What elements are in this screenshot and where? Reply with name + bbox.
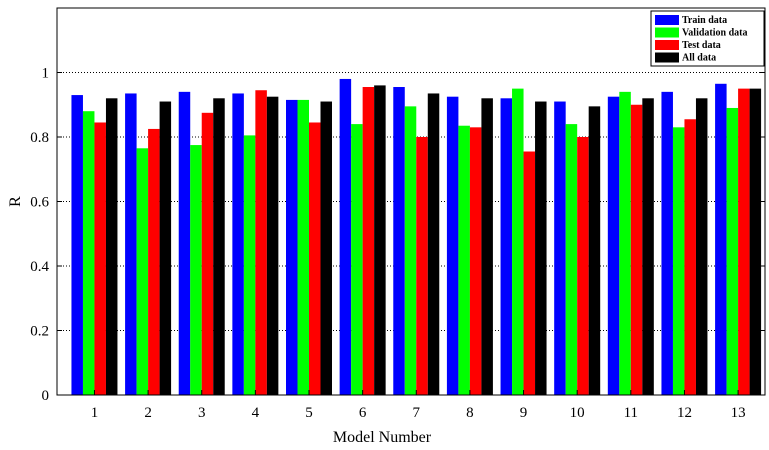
x-tick-label: 5 xyxy=(305,405,313,421)
x-tick-label: 13 xyxy=(731,405,746,421)
bar-all-data xyxy=(588,106,601,396)
bar-test-data xyxy=(416,137,428,395)
bar-all-data xyxy=(105,98,118,396)
legend-entry: All data xyxy=(682,53,716,64)
x-tick-label: 3 xyxy=(198,405,206,421)
bar-validation-data xyxy=(136,148,149,395)
bar-all-data xyxy=(535,101,547,396)
x-tick-label: 12 xyxy=(677,405,692,421)
bar-validation-data xyxy=(297,99,309,395)
bar-train-data xyxy=(178,91,191,395)
bar-test-data xyxy=(469,127,482,395)
x-tick-label: 2 xyxy=(144,405,152,421)
bar-train-data xyxy=(554,101,566,396)
bar-validation-data xyxy=(512,88,524,395)
bar-test-data xyxy=(362,87,375,395)
bar-train-data xyxy=(446,96,459,395)
legend-swatch xyxy=(655,52,679,63)
bar-test-data xyxy=(630,104,643,395)
legend-entry: Test data xyxy=(682,40,721,51)
x-tick-label: 1 xyxy=(91,405,99,421)
bar-all-data xyxy=(320,101,332,396)
bar-train-data xyxy=(286,99,298,395)
bar-test-data xyxy=(523,151,536,395)
x-tick-label: 10 xyxy=(570,405,585,421)
bar-all-data xyxy=(159,101,172,396)
tick-layer: 00.20.40.60.811 2 3 4 5 6 7 8 9 10 11 12 13 xyxy=(30,66,765,421)
bar-train-data xyxy=(232,93,244,396)
bar-validation-data xyxy=(190,145,202,395)
bar-test-data xyxy=(738,88,750,395)
bar-train-data xyxy=(661,91,673,395)
bar-validation-data xyxy=(565,124,578,395)
x-axis-label: Model Number xyxy=(333,429,432,446)
bar-test-data xyxy=(684,119,696,395)
bar-validation-data xyxy=(404,106,417,396)
bar-all-data xyxy=(427,93,440,396)
bar-validation-data xyxy=(82,111,95,395)
bar-test-data xyxy=(577,137,589,395)
bar-validation-data xyxy=(243,135,256,395)
y-axis-label: R xyxy=(7,196,24,207)
y-tick-label: 0 xyxy=(42,388,50,404)
x-tick-label: 8 xyxy=(466,405,474,421)
bar-validation-data xyxy=(619,91,631,395)
bar-all-data xyxy=(749,88,762,395)
y-tick-label: 0.8 xyxy=(30,130,49,146)
bar-train-data xyxy=(71,95,83,395)
legend-entry: Validation data xyxy=(682,28,747,39)
bar-train-data xyxy=(393,87,405,395)
legend-swatch xyxy=(655,27,679,38)
bar-train-data xyxy=(339,78,352,395)
x-tick-label: 6 xyxy=(359,405,367,421)
bar-train-data xyxy=(500,98,513,396)
y-tick-label: 1 xyxy=(42,66,50,82)
bar-validation-data xyxy=(351,124,363,395)
bar-train-data xyxy=(715,83,727,395)
y-tick-label: 0.4 xyxy=(30,259,49,275)
y-tick-label: 0.2 xyxy=(30,324,49,340)
x-tick-label: 11 xyxy=(624,405,638,421)
bar-validation-data xyxy=(726,107,739,395)
bar-train-data xyxy=(125,93,137,396)
bar-all-data xyxy=(266,96,279,395)
bar-train-data xyxy=(607,96,620,395)
bar-all-data xyxy=(695,98,708,396)
x-tick-label: 7 xyxy=(413,405,421,421)
bar-test-data xyxy=(255,90,267,396)
bar-test-data xyxy=(148,128,160,395)
bar-validation-data xyxy=(458,125,470,396)
y-tick-label: 0.6 xyxy=(30,195,49,211)
bar-all-data xyxy=(642,98,654,396)
bar-test-data xyxy=(94,122,106,396)
x-tick-label: 4 xyxy=(252,405,260,421)
bar-test-data xyxy=(201,112,214,395)
legend-swatch xyxy=(655,40,679,50)
bar-all-data xyxy=(374,85,386,396)
legend-entry: Train data xyxy=(682,15,727,26)
bar-layer xyxy=(71,78,762,396)
bar-test-data xyxy=(309,122,321,396)
legend-swatch xyxy=(655,15,679,25)
bar-validation-data xyxy=(672,127,685,395)
bar-all-data xyxy=(481,98,493,396)
bar-all-data xyxy=(213,98,225,396)
x-tick-label: 9 xyxy=(520,405,528,421)
